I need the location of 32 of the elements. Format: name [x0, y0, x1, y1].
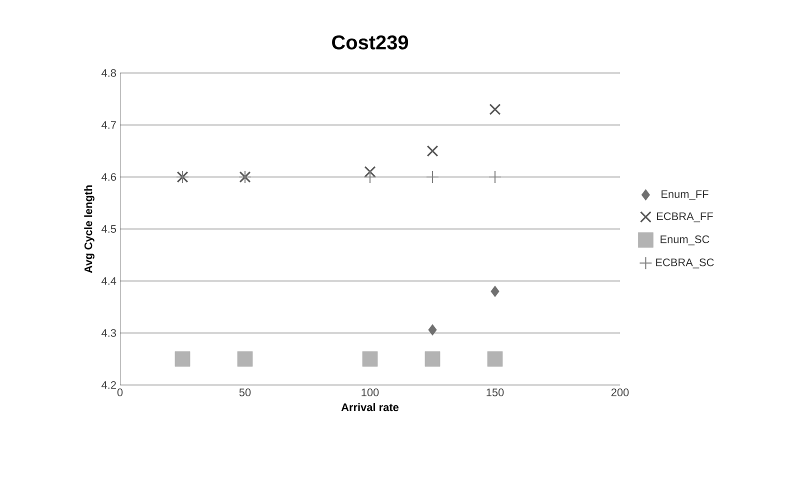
legend-label: ECBRA_SC [656, 258, 714, 268]
point [487, 351, 503, 367]
point [364, 166, 376, 178]
y-tick-label: 4.4 [102, 277, 116, 285]
y-axis-title: Avg Cycle length [84, 185, 94, 273]
x-tick-label: 150 [486, 388, 504, 396]
y-tick-label: 4.8 [102, 69, 116, 77]
point [426, 145, 438, 157]
y-tick-label: 4.2 [102, 381, 116, 389]
legend-label: Enum_SC [660, 235, 710, 246]
x-tick-label: 0 [117, 388, 123, 396]
x-tick-label: 50 [239, 388, 251, 396]
point [363, 170, 377, 184]
y-tick-label: 4.3 [102, 329, 116, 337]
point [362, 351, 378, 367]
y-tick-label: 4.6 [102, 173, 116, 181]
chart-title: Cost239 [332, 35, 408, 50]
x-tick-label: 100 [362, 388, 379, 396]
point [424, 351, 440, 367]
point [428, 324, 437, 336]
point [489, 104, 501, 116]
point [426, 170, 440, 184]
y-tick-label: 4.5 [102, 225, 116, 233]
legend-label: Enum_FF [662, 190, 708, 200]
point [488, 170, 502, 184]
point [237, 351, 253, 367]
point [490, 286, 500, 298]
x-axis-title: Arrival rate [341, 403, 399, 412]
x-tick-label: 200 [611, 388, 629, 396]
point [174, 351, 190, 367]
y-tick-label: 4.7 [102, 121, 116, 129]
legend-label: ECBRA_FF [657, 212, 713, 222]
